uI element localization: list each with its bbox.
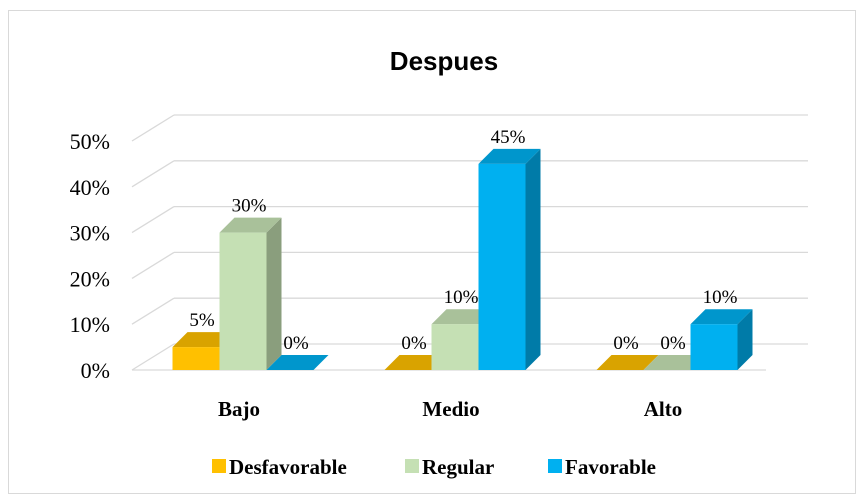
gridline-edge	[131, 114, 175, 142]
bar	[384, 355, 447, 370]
bar	[643, 355, 706, 370]
legend-swatch	[212, 459, 226, 473]
bar	[690, 309, 753, 370]
legend-swatch	[405, 459, 419, 473]
bar	[478, 148, 541, 370]
x-axis: Bajo Medio Alto	[218, 397, 682, 421]
data-label: 5%	[189, 310, 215, 331]
data-label: 0%	[283, 333, 309, 354]
legend-label: Desfavorable	[229, 455, 347, 479]
x-category-label: Alto	[644, 397, 683, 421]
gridline-edge	[131, 297, 175, 325]
legend-label: Regular	[422, 455, 494, 479]
legend-item: Regular	[405, 455, 494, 479]
bar	[596, 355, 659, 370]
legend-label: Favorable	[565, 455, 656, 479]
y-tick-label: 50%	[70, 129, 110, 154]
gridline-edge	[131, 206, 175, 234]
bar	[266, 355, 329, 370]
y-tick-label: 20%	[70, 266, 110, 291]
gridline-edge	[131, 251, 175, 279]
y-tick-label: 40%	[70, 175, 110, 200]
y-tick-label: 30%	[70, 221, 110, 246]
legend: Desfavorable Regular Favorable	[212, 455, 656, 479]
legend-swatch	[548, 459, 562, 473]
legend-item: Desfavorable	[212, 455, 347, 479]
data-label: 10%	[703, 287, 738, 308]
legend-item: Favorable	[548, 455, 656, 479]
data-label: 45%	[491, 127, 526, 148]
gridline-edge	[131, 343, 175, 371]
y-axis: 0% 10% 20% 30% 40% 50%	[70, 129, 110, 383]
y-tick-label: 0%	[81, 358, 110, 383]
gridline-edge	[131, 160, 175, 188]
y-tick-label: 10%	[70, 312, 110, 337]
data-label: 0%	[401, 333, 427, 354]
data-label: 0%	[613, 333, 639, 354]
bar	[219, 217, 282, 370]
x-category-label: Bajo	[218, 397, 260, 421]
chart-title: Despues	[390, 46, 498, 76]
bars: 5% 30% 0% 0% 10% 45% 0% 0% 10%	[172, 127, 753, 370]
x-category-label: Medio	[422, 397, 479, 421]
data-label: 10%	[444, 287, 479, 308]
data-label: 0%	[660, 333, 686, 354]
data-label: 30%	[232, 196, 267, 217]
